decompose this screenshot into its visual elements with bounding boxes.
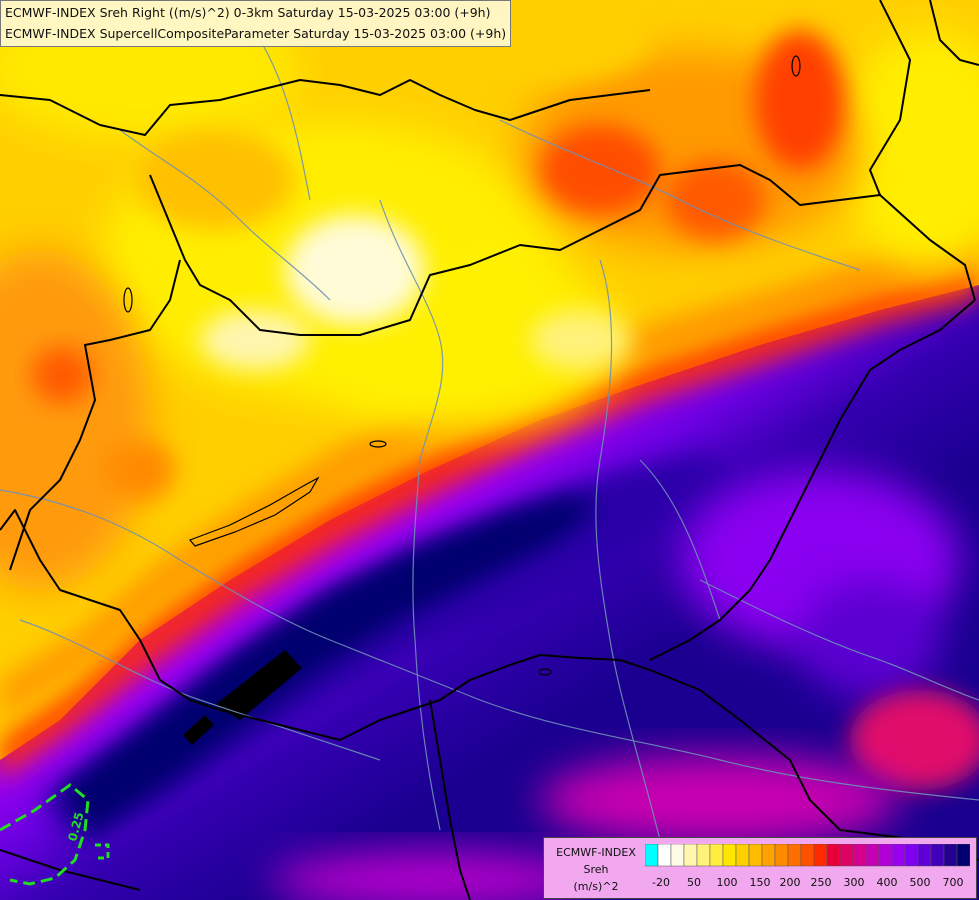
magenta-se [850,690,979,790]
legend-swatch [722,844,737,867]
color-legend: ECMWF-INDEX Sreh (m/s)^2 -20 50 100 150 200 2… [543,837,977,899]
orange-spot-n [135,130,295,230]
legend-swatch [774,844,789,867]
border-hungary-romania [649,299,976,661]
map-title-box: ECMWF-INDEX Sreh Right ((m/s)^2) 0-3km S… [0,0,512,47]
indigo-zone [40,455,740,850]
legend-swatch [852,844,867,867]
legend-tick-label: 300 [843,876,865,889]
orange-band [0,225,979,720]
red-spot-ne-1 [540,125,660,215]
red-spot-ne-3 [665,160,765,240]
legend-swatch [891,844,906,867]
legend-tick-label: 400 [876,876,898,889]
legend-ticks: -20 50 100 150 200 250 300 400 500 700 [544,876,976,892]
legend-swatch [878,844,893,867]
legend-tick-label: 150 [749,876,771,889]
lake-small-3 [791,55,801,77]
legend-swatch [917,844,932,867]
border-south [429,699,471,900]
border-slovenia-croatia [0,849,141,891]
legend-swatch [839,844,854,867]
legend-tick-label: 50 [687,876,701,889]
orange-spot-w [0,250,150,590]
legend-swatch [813,844,828,867]
legend-swatch [683,844,698,867]
black-cell-1 [215,650,302,720]
legend-source: ECMWF-INDEX [556,846,636,859]
title-line-2: ECMWF-INDEX SupercellCompositeParameter … [5,26,507,41]
red-band [0,262,979,780]
legend-swatch [904,844,919,867]
legend-swatch [930,844,945,867]
legend-tick-label: -20 [652,876,670,889]
title-line-1: ECMWF-INDEX Sreh Right ((m/s)^2) 0-3km S… [5,5,491,20]
legend-tick-label: 250 [810,876,832,889]
orange-spot-w2 [105,440,175,500]
border-slovakia-hungary [149,164,976,336]
legend-parameter: Sreh [583,863,609,876]
lake-balaton [188,476,320,547]
legend-swatch [696,844,711,867]
pale-region-2 [200,310,310,370]
border-austria-slovenia [0,509,441,741]
legend-swatch [645,844,659,867]
red-spot-w [32,347,92,403]
magenta-s2 [270,850,590,900]
lakes [123,55,801,676]
legend-swatch [800,844,815,867]
lake-small-2 [123,287,133,313]
legend-tick-label: 100 [716,876,738,889]
border-austria-hungary [9,259,181,571]
rivers [0,39,979,841]
magenta-s [540,755,900,845]
border-east-2 [929,0,979,66]
pale-region [285,215,425,325]
legend-swatches [645,844,970,867]
legend-swatch [943,844,958,867]
pale-region-3 [530,310,630,370]
navy-core [60,495,600,835]
legend-swatch [865,844,880,867]
legend-swatch [657,844,672,867]
legend-swatch [956,844,970,867]
red-spot-ne-2 [755,30,845,170]
indigo-se [800,580,940,700]
legend-swatch [709,844,724,867]
legend-swatch [761,844,776,867]
lake-small-1 [369,440,387,448]
legend-swatch [787,844,802,867]
legend-tick-label: 500 [909,876,931,889]
border-north [0,79,651,136]
orange-spot-top [470,0,650,80]
legend-tick-label: 700 [942,876,964,889]
legend-swatch [826,844,841,867]
legend-swatch [748,844,763,867]
border-east [869,0,911,196]
legend-swatch [735,844,750,867]
black-cell-2 [183,715,214,745]
legend-swatch [670,844,685,867]
lake-small-4 [538,668,552,676]
legend-unit: (m/s)^2 [573,880,619,893]
yellow-region-3 [840,30,979,270]
legend-tick-label: 200 [779,876,801,889]
